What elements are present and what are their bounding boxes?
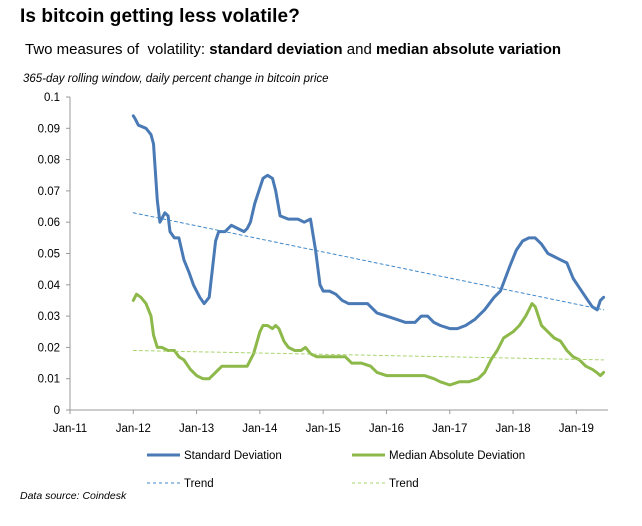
legend-label: Standard Deviation [184,450,282,462]
y-tick-label: 0.02 [38,342,60,354]
std-deviation-line [131,114,606,331]
subtitle-mad-label: median absolute variation [375,41,562,58]
y-tick-label: 0.08 [38,155,60,167]
y-tick-label: 0 [54,405,60,417]
y-tick-label: 0.03 [38,311,60,323]
y-tick-label: 0.09 [38,123,60,135]
chart-note: 365-day rolling window, daily percent ch… [23,73,329,85]
y-tick-label: 0.01 [38,374,60,386]
chart-title: Is bitcoin getting less volatile? [20,6,300,27]
legend-label: Trend [184,478,214,490]
x-tick-label: Jan-11 [53,423,87,435]
y-tick-label: 0.05 [38,249,60,261]
chart-axes: 0 0.01 0.02 0.03 0.04 0.05 0.06 0.07 0.08 0.09 0.1… [38,92,608,435]
x-tick-label: Jan-12 [116,423,151,435]
data-source-note: Data source: Coindesk [20,490,127,502]
mad-line [131,292,606,387]
subtitle-std-label: standard deviation [209,41,343,58]
legend-label: Trend [389,478,419,490]
x-tick-label: Jan-18 [495,423,530,435]
subtitle-prefix: Two measures of volatility: [25,41,210,58]
y-tick-label: 0.07 [38,186,60,198]
x-tick-label: Jan-17 [432,423,467,435]
x-tick-label: Jan-14 [242,423,278,435]
x-tick-label: Jan-13 [179,423,214,435]
legend-label: Median Absolute Deviation [389,450,525,462]
subtitle-and: and [342,41,376,58]
std-trend-line [132,212,605,311]
chart-lines [131,114,606,387]
x-tick-label: Jan-16 [369,423,404,435]
x-tick-label: Jan-19 [559,423,594,435]
y-tick-label: 0.06 [38,217,60,229]
chart-legend: Standard Deviation Median Absolute Deviat… [147,450,525,490]
y-tick-label: 0.1 [44,92,60,104]
y-tick-label: 0.04 [38,280,61,292]
mad-trend-line [132,350,605,361]
chart-subtitle: Two measures of volatility: standard dev… [25,41,561,58]
x-tick-label: Jan-15 [306,423,341,435]
